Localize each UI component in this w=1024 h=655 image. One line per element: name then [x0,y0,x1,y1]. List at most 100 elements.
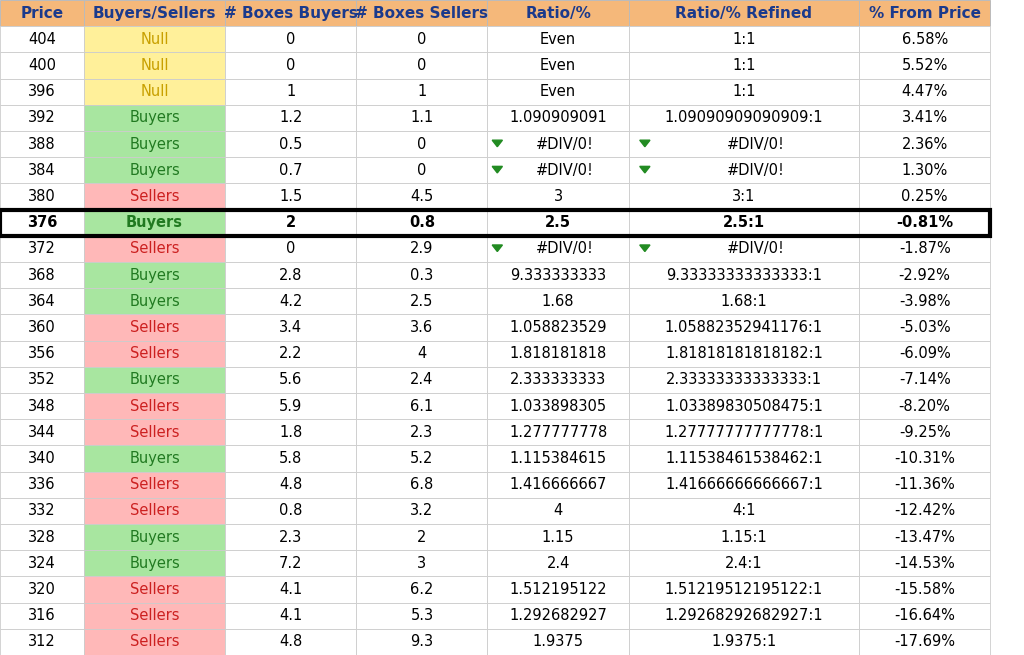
Text: 2.33333333333333:1: 2.33333333333333:1 [666,373,822,387]
Text: 328: 328 [28,530,56,544]
Text: -14.53%: -14.53% [894,556,955,571]
Bar [0,131,84,157]
Text: 4.47%: 4.47% [901,84,948,99]
Bar [0,210,84,236]
Bar [225,629,356,655]
Bar [0,524,84,550]
Text: 1.9375: 1.9375 [532,635,584,649]
Text: Buyers: Buyers [129,294,180,309]
Text: 3.4: 3.4 [280,320,302,335]
Text: 1.05882352941176:1: 1.05882352941176:1 [665,320,823,335]
Text: 404: 404 [28,32,56,47]
Text: 400: 400 [28,58,56,73]
Text: 1.416666667: 1.416666667 [509,477,607,492]
Bar [84,105,225,131]
Bar [487,472,629,498]
Bar [629,0,859,26]
Polygon shape [493,140,503,147]
Text: 336: 336 [29,477,55,492]
Polygon shape [493,166,503,173]
Bar [225,576,356,603]
Text: 380: 380 [28,189,56,204]
Bar [225,341,356,367]
Bar [859,52,990,79]
Bar [225,0,356,26]
Bar [487,105,629,131]
Bar [225,157,356,183]
Bar [629,576,859,603]
Text: Sellers: Sellers [130,582,179,597]
Text: #DIV/0!: #DIV/0! [537,137,594,151]
Text: 1: 1 [286,84,296,99]
Text: -17.69%: -17.69% [894,635,955,649]
Text: 1.292682927: 1.292682927 [509,608,607,623]
Bar [84,550,225,576]
Text: 1.058823529: 1.058823529 [509,320,607,335]
Text: 4.8: 4.8 [280,477,302,492]
Text: Buyers: Buyers [129,556,180,571]
Bar [225,262,356,288]
Text: Null: Null [140,32,169,47]
Bar [84,445,225,472]
Text: 1.277777778: 1.277777778 [509,425,607,440]
Text: 360: 360 [28,320,56,335]
Bar [356,472,487,498]
Bar [487,26,629,52]
Text: 1.68: 1.68 [542,294,574,309]
Bar [84,210,225,236]
Bar [225,105,356,131]
Text: -11.36%: -11.36% [894,477,955,492]
Text: 1.30%: 1.30% [901,163,948,178]
Bar [0,157,84,183]
Bar [356,629,487,655]
Bar [859,550,990,576]
Text: 0.8: 0.8 [280,504,302,518]
Text: 1.03389830508475:1: 1.03389830508475:1 [665,399,823,413]
Bar [225,367,356,393]
Text: 388: 388 [29,137,55,151]
Text: 1.033898305: 1.033898305 [510,399,606,413]
Text: 3: 3 [554,189,562,204]
Bar [84,52,225,79]
Bar [356,0,487,26]
Text: Even: Even [540,32,577,47]
Text: 1.09090909090909:1: 1.09090909090909:1 [665,111,823,125]
Text: 0.3: 0.3 [411,268,433,282]
Bar [629,105,859,131]
Bar [859,131,990,157]
Text: -6.09%: -6.09% [899,346,950,361]
Bar [225,524,356,550]
Bar [487,314,629,341]
Bar [629,236,859,262]
Text: 6.58%: 6.58% [901,32,948,47]
Text: 3: 3 [418,556,426,571]
Text: 392: 392 [28,111,56,125]
Bar [629,131,859,157]
Bar [0,26,84,52]
Text: 1.15:1: 1.15:1 [721,530,767,544]
Text: Buyers: Buyers [129,163,180,178]
Text: -3.98%: -3.98% [899,294,950,309]
Bar [84,79,225,105]
Text: 1.5: 1.5 [280,189,302,204]
Bar [859,603,990,629]
Text: 312: 312 [28,635,56,649]
Text: 372: 372 [28,242,56,256]
Bar [859,288,990,314]
Text: 0.25%: 0.25% [901,189,948,204]
Text: 332: 332 [29,504,55,518]
Text: 2.4: 2.4 [411,373,433,387]
Text: 2.8: 2.8 [280,268,302,282]
Text: 0.5: 0.5 [280,137,302,151]
Text: 344: 344 [29,425,55,440]
Bar [0,550,84,576]
Text: 0: 0 [286,58,296,73]
Bar [0,445,84,472]
Bar [629,629,859,655]
Bar [629,550,859,576]
Bar [859,393,990,419]
Polygon shape [640,166,650,173]
Text: 2.3: 2.3 [280,530,302,544]
Bar [84,157,225,183]
Text: Sellers: Sellers [130,608,179,623]
